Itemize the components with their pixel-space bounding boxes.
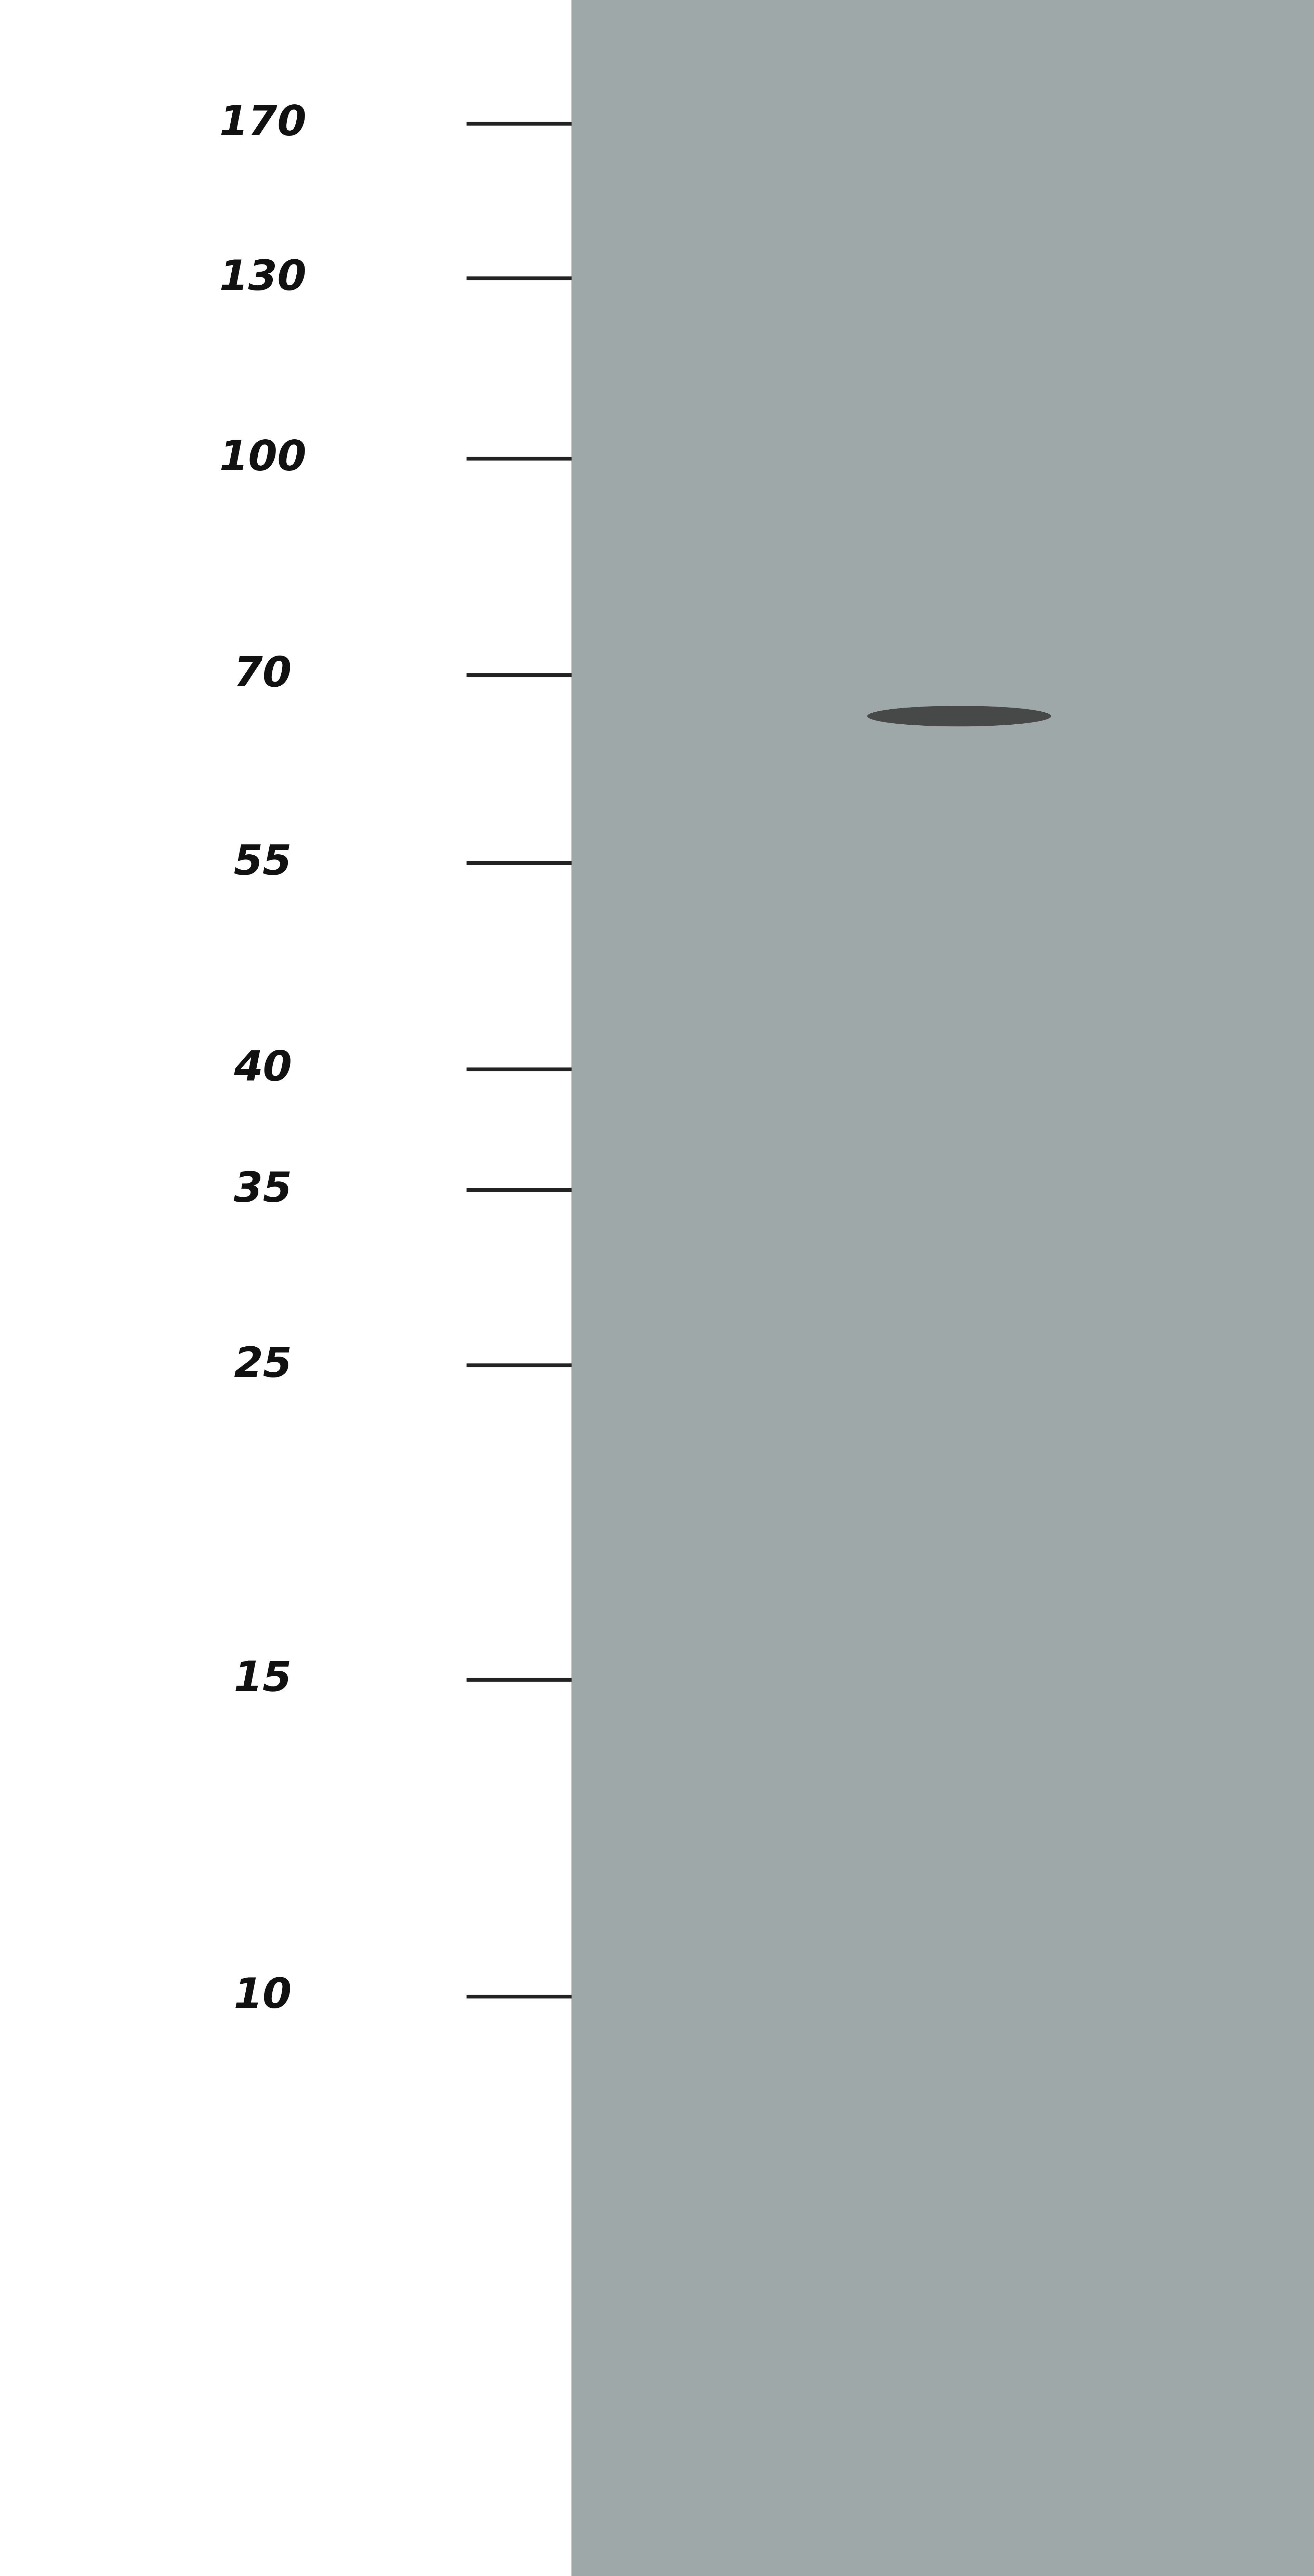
- Ellipse shape: [867, 706, 1051, 726]
- Text: 15: 15: [234, 1659, 292, 1700]
- Text: 170: 170: [219, 103, 306, 144]
- Bar: [572, 0, 1314, 2576]
- Text: 35: 35: [234, 1170, 292, 1211]
- Text: 70: 70: [234, 654, 292, 696]
- Text: 55: 55: [234, 842, 292, 884]
- Text: 10: 10: [234, 1976, 292, 2017]
- Text: 130: 130: [219, 258, 306, 299]
- Text: 40: 40: [234, 1048, 292, 1090]
- Text: 100: 100: [219, 438, 306, 479]
- Text: 25: 25: [234, 1345, 292, 1386]
